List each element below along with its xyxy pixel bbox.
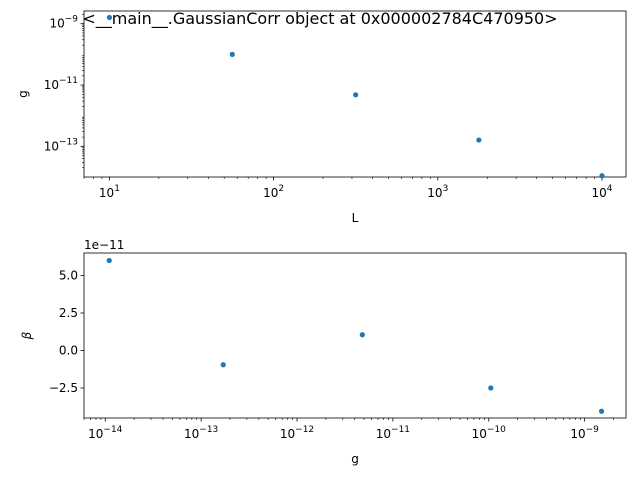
data-point	[359, 332, 365, 338]
data-point	[220, 362, 226, 368]
y-tick-label: 10−9	[49, 15, 78, 31]
y-axis-label: β	[20, 331, 34, 340]
y-offset-text: 1e−11	[84, 238, 124, 252]
y-tick-label: 0.0	[59, 344, 78, 358]
y-tick-label: 10−13	[44, 137, 78, 153]
x-tick-label: 101	[99, 184, 120, 200]
data-point	[353, 92, 359, 98]
x-tick-label: 10−9	[570, 425, 599, 441]
x-tick-label: 10−13	[184, 425, 218, 441]
data-point	[599, 173, 605, 179]
x-tick-label: 104	[591, 184, 612, 200]
x-tick-label: 10−12	[280, 425, 314, 441]
x-axis-label: g	[351, 452, 359, 466]
data-point	[476, 137, 482, 143]
y-tick-label: 2.5	[59, 306, 78, 320]
x-tick-label: 10−11	[376, 425, 410, 441]
data-point	[598, 408, 605, 414]
y-tick-label: 10−11	[44, 76, 78, 92]
top-axes: 101 102 103 104 10−13 10−11 10−9 Lg	[16, 10, 627, 225]
data-point	[106, 14, 113, 21]
chart-title: <__main__.GaussianCorr object at 0x00000…	[82, 9, 557, 29]
y-tick-label: 5.0	[59, 269, 78, 283]
y-tick-label: −2.5	[49, 381, 78, 395]
y-axis-label: g	[16, 90, 30, 98]
data-point	[106, 257, 112, 264]
x-tick-label: 103	[427, 184, 448, 200]
bottom-axes: 10−14 10−13 10−12 10−11 10−10 10−9 5.0 2.5 0.0 −2…	[20, 238, 627, 466]
data-point	[488, 385, 494, 391]
x-tick-label: 10−14	[88, 425, 123, 441]
x-axis-label: L	[352, 211, 359, 225]
axes-frame	[83, 252, 627, 419]
data-point	[229, 51, 235, 57]
x-tick-label: 10−10	[472, 425, 507, 441]
x-tick-label: 102	[263, 184, 284, 200]
